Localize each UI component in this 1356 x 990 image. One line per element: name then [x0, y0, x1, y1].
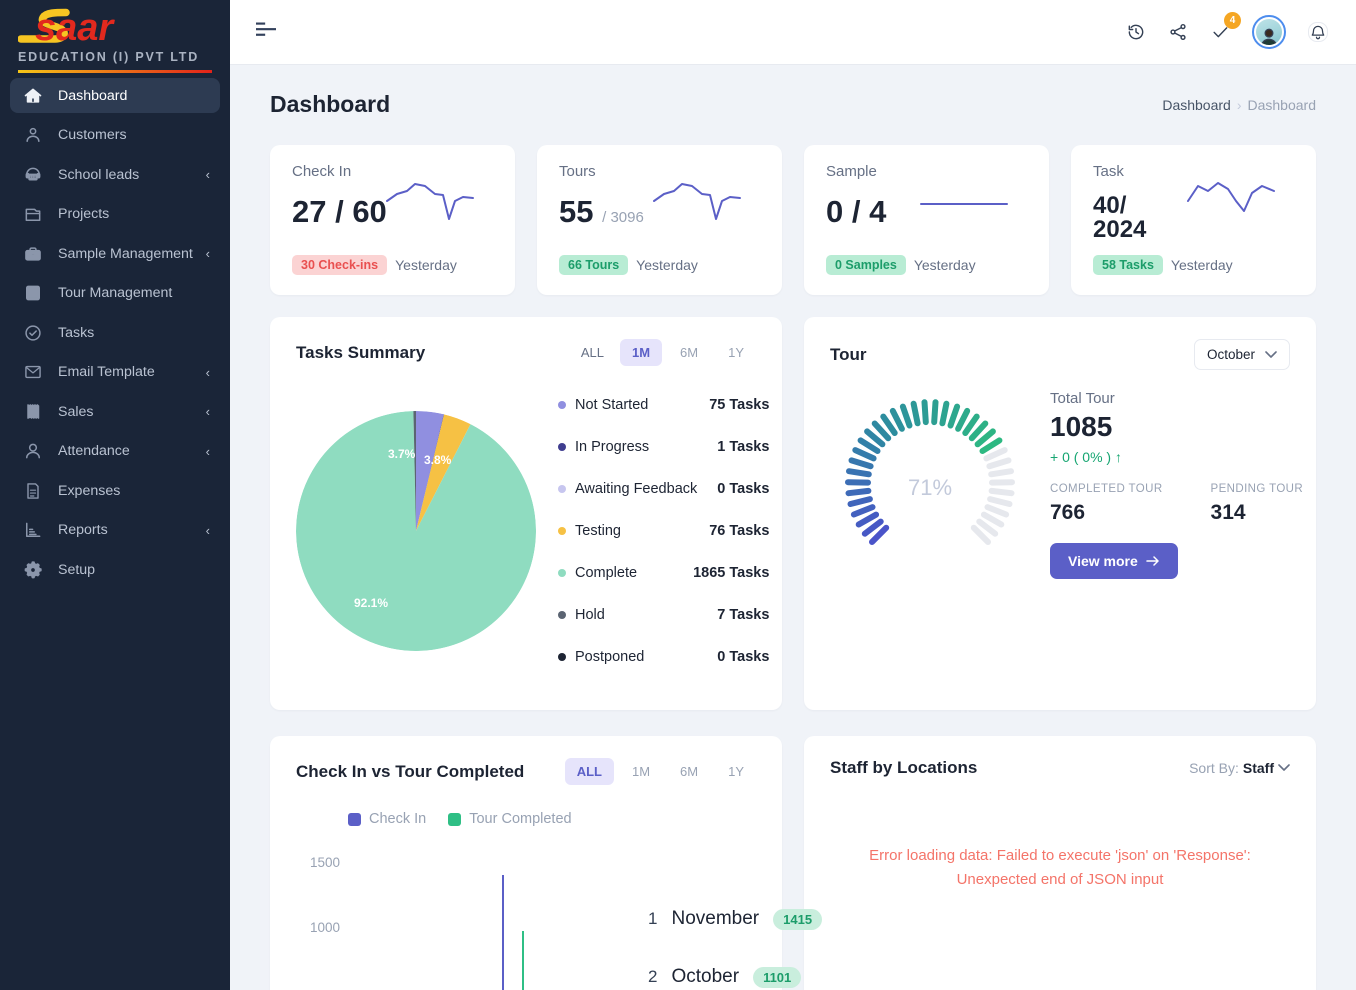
svg-text:saar: saar	[35, 7, 115, 48]
